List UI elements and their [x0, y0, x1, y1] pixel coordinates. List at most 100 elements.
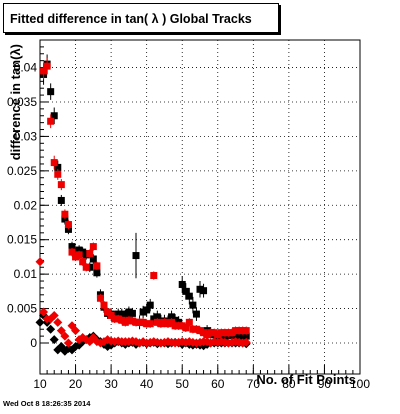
data-point	[128, 317, 136, 325]
y-tick-label: 0.015	[7, 233, 37, 247]
data-point	[178, 322, 186, 330]
x-tick-label: 60	[211, 377, 225, 391]
y-tick-label: 0	[30, 336, 37, 350]
series-0	[40, 54, 250, 342]
data-point	[214, 331, 222, 339]
data-point	[221, 329, 229, 337]
data-point	[192, 310, 200, 318]
data-point	[57, 181, 65, 189]
data-point	[121, 318, 129, 326]
data-point	[111, 315, 119, 323]
data-point	[207, 329, 215, 337]
x-tick-label: 40	[140, 377, 154, 391]
data-point	[228, 329, 236, 337]
y-tick-labels: 0 0.005 0.01 0.015 0.02 0.025 0.03 0.035 0.04	[7, 61, 37, 350]
data-point	[68, 243, 76, 251]
x-axis-title: No. of Fit Points	[256, 372, 356, 387]
data-point	[200, 329, 208, 337]
data-point	[143, 306, 151, 314]
data-point	[232, 327, 240, 335]
data-point	[203, 331, 211, 339]
data-point	[125, 308, 133, 316]
data-point	[132, 318, 140, 326]
data-point	[47, 88, 55, 96]
x-tick-label: 50	[176, 377, 190, 391]
y-tick-label: 0.02	[14, 198, 38, 212]
data-point	[241, 337, 251, 347]
data-point	[168, 313, 176, 321]
data-point	[132, 252, 140, 260]
data-point	[189, 325, 197, 333]
data-point	[235, 327, 243, 335]
data-point	[235, 332, 243, 340]
data-point	[143, 320, 151, 328]
x-tick-label: 20	[69, 377, 83, 391]
data-point	[93, 262, 101, 270]
data-point	[224, 329, 232, 337]
data-point	[239, 327, 247, 335]
data-point	[171, 322, 179, 330]
data-point	[139, 308, 147, 316]
data-point	[242, 332, 250, 340]
data-point	[157, 320, 165, 328]
data-point	[200, 287, 208, 295]
data-point	[171, 316, 179, 324]
data-point	[39, 307, 49, 317]
data-point	[96, 294, 104, 302]
x-tick-label: 70	[247, 377, 261, 391]
data-point	[125, 316, 133, 324]
data-point	[100, 301, 108, 309]
data-series	[35, 54, 251, 356]
data-point	[153, 313, 161, 321]
data-point	[114, 315, 122, 323]
y-tick-label: 0.025	[7, 164, 37, 178]
y-tick-label: 0.035	[7, 95, 37, 109]
data-point	[118, 316, 126, 324]
data-point	[35, 317, 45, 327]
y-tick-label: 0.005	[7, 302, 37, 316]
timestamp: Wed Oct 8 18:26:35 2014	[3, 399, 91, 408]
data-point	[53, 317, 63, 327]
data-point	[40, 67, 48, 75]
data-point	[136, 318, 144, 326]
data-point	[56, 341, 66, 351]
data-point	[71, 326, 81, 336]
x-tick-label: 90	[318, 377, 332, 391]
data-point	[68, 248, 76, 256]
data-point	[89, 243, 97, 251]
data-point	[104, 308, 112, 316]
data-point	[118, 310, 126, 318]
data-point	[146, 320, 154, 328]
data-point	[150, 272, 158, 280]
data-point	[153, 318, 161, 326]
data-point	[189, 301, 197, 309]
data-point	[79, 248, 87, 256]
data-point	[182, 287, 190, 295]
data-point	[196, 327, 204, 335]
data-point	[139, 318, 147, 326]
data-point	[47, 117, 55, 125]
data-point	[82, 263, 90, 271]
data-point	[175, 322, 183, 330]
data-point	[160, 318, 168, 326]
axis-ticks	[39, 46, 361, 374]
x-tick-label: 30	[104, 377, 118, 391]
data-point	[46, 324, 56, 334]
data-point	[210, 329, 218, 337]
y-tick-label: 0.03	[14, 129, 38, 143]
data-point	[114, 310, 122, 318]
y-tick-label: 0.04	[14, 61, 38, 75]
data-point	[61, 210, 69, 218]
grid	[40, 40, 360, 374]
data-point	[185, 292, 193, 300]
data-point	[50, 112, 58, 120]
data-point	[49, 335, 59, 345]
data-point	[93, 269, 101, 277]
data-point	[182, 324, 190, 332]
y-axis-title: difference in tan(λ)	[8, 44, 23, 160]
data-point	[49, 310, 59, 320]
x-tick-label: 100	[350, 377, 370, 391]
data-point	[185, 318, 193, 326]
data-point	[150, 315, 158, 323]
